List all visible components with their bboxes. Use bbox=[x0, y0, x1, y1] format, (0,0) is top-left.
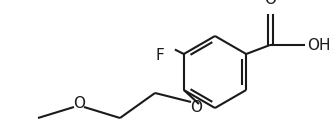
Text: F: F bbox=[155, 47, 164, 63]
Text: O: O bbox=[190, 99, 202, 115]
Text: O: O bbox=[264, 0, 276, 7]
Text: OH: OH bbox=[307, 38, 331, 52]
Text: O: O bbox=[73, 96, 85, 112]
